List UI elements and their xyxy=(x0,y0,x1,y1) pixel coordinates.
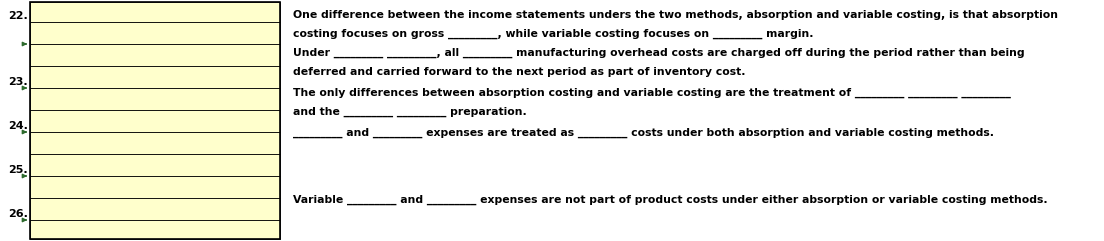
Bar xyxy=(30,22,280,44)
Text: 25.: 25. xyxy=(9,165,28,175)
Bar xyxy=(30,220,280,239)
Bar xyxy=(30,2,280,239)
Text: 26.: 26. xyxy=(8,209,28,219)
Text: deferred and carried forward to the next period as part of inventory cost.: deferred and carried forward to the next… xyxy=(293,67,745,77)
Bar xyxy=(30,198,280,220)
Bar xyxy=(30,66,280,88)
Bar xyxy=(30,154,280,176)
Text: costing focuses on gross _________, while variable costing focuses on _________ : costing focuses on gross _________, whil… xyxy=(293,29,814,39)
Text: One difference between the income statements unders the two methods, absorption : One difference between the income statem… xyxy=(293,10,1058,20)
Text: 23.: 23. xyxy=(9,77,28,87)
Text: The only differences between absorption costing and variable costing are the tre: The only differences between absorption … xyxy=(293,88,1011,98)
Bar xyxy=(30,2,280,22)
Text: Variable _________ and _________ expenses are not part of product costs under ei: Variable _________ and _________ expense… xyxy=(293,195,1048,205)
Bar xyxy=(30,110,280,132)
Text: and the _________ _________ preparation.: and the _________ _________ preparation. xyxy=(293,107,527,117)
Text: 24.: 24. xyxy=(8,121,28,131)
Bar xyxy=(30,88,280,110)
Text: 22.: 22. xyxy=(8,11,28,21)
Text: Under _________ _________, all _________ manufacturing overhead costs are charge: Under _________ _________, all _________… xyxy=(293,48,1025,58)
Bar xyxy=(30,176,280,198)
Bar xyxy=(30,132,280,154)
Text: _________ and _________ expenses are treated as _________ costs under both absor: _________ and _________ expenses are tre… xyxy=(293,128,994,138)
Bar xyxy=(30,44,280,66)
